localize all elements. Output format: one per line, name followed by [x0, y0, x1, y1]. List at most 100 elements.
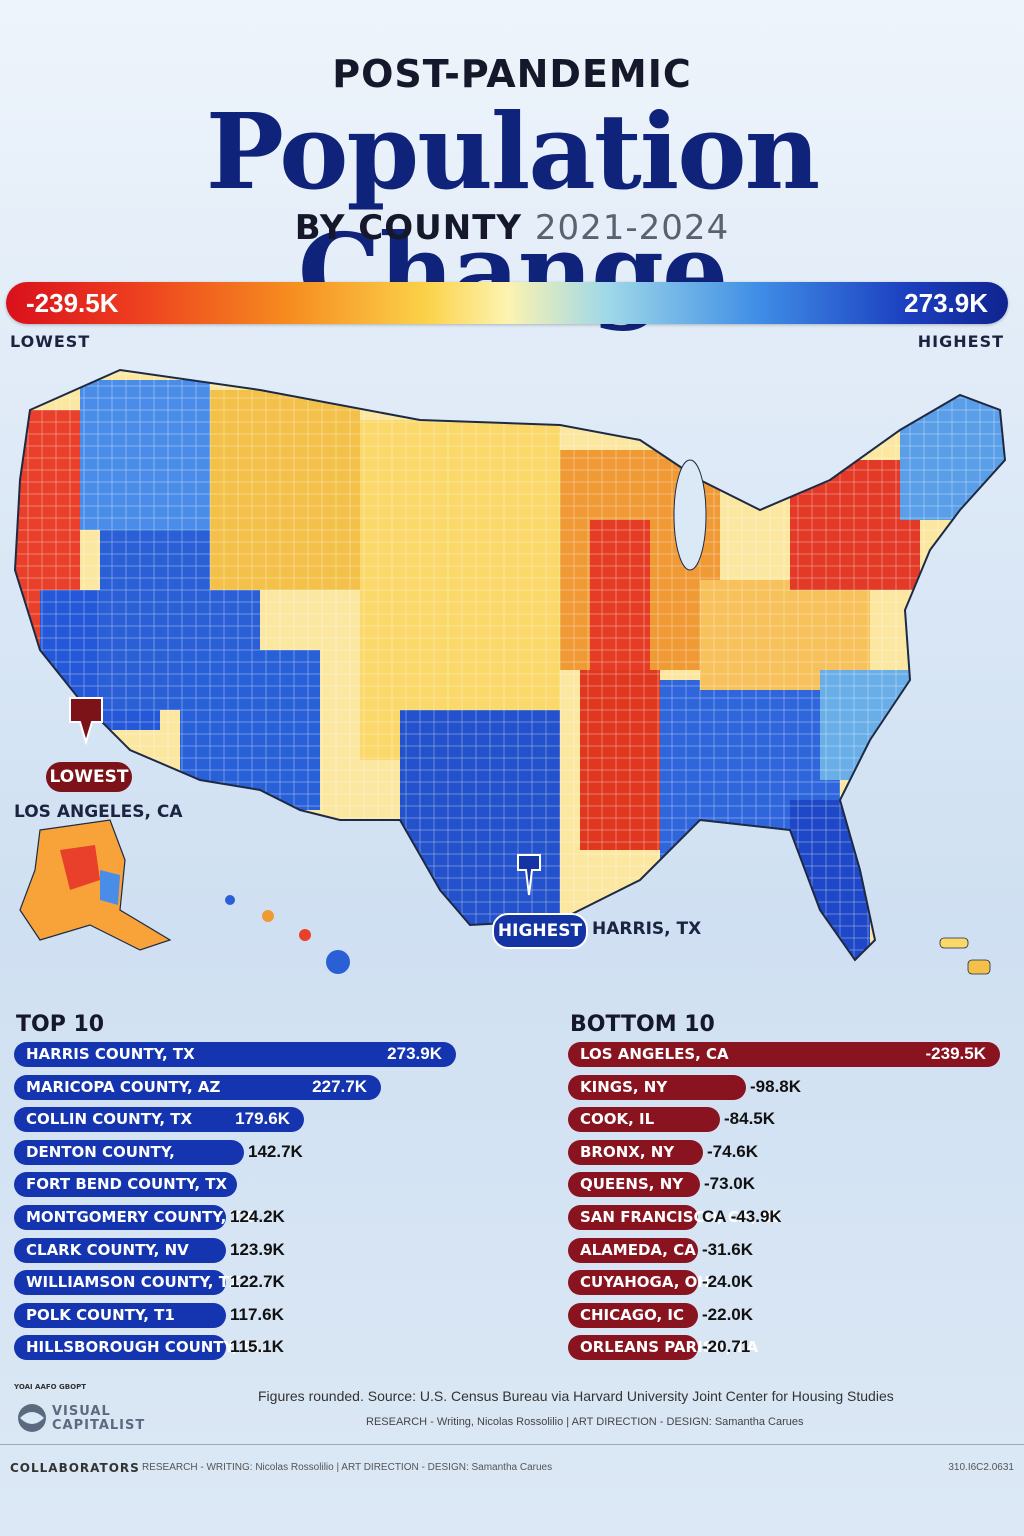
scale-min-value: -239.5K — [26, 288, 119, 318]
top-bar — [14, 1335, 226, 1361]
bot-list-row: ALAMEDA, CA -31.6K — [568, 1237, 1000, 1263]
bot-bar — [568, 1107, 720, 1133]
bot-list-row: SAN FRANCISCO, CA, E1 CA -43.9K — [568, 1205, 1000, 1230]
scale-min-label: LOWEST — [10, 332, 91, 351]
footer-code: 310.I6C2.0631 — [948, 1462, 1014, 1473]
research-credits: RESEARCH - Writing, Nicolas Rossolilio |… — [366, 1416, 804, 1428]
visual-capitalist-logo-icon — [18, 1404, 46, 1432]
county-name: CHICAGO, IC — [580, 1305, 685, 1324]
bot-bar — [568, 1237, 698, 1263]
alaska — [19, 819, 172, 951]
pretitle: POST-PANDEMIC — [332, 52, 692, 96]
county-value: 115.1K — [230, 1337, 284, 1357]
top-list-row: HILLSBOROUGH COUNTY, FL 115.1K — [14, 1335, 456, 1361]
county-name: ALAMEDA, CA — [580, 1240, 696, 1259]
top-bar — [14, 1107, 304, 1133]
bottom10-title: BOTTOM 10 — [570, 1012, 715, 1037]
bot-bar — [568, 1335, 698, 1361]
county-name: COLLIN COUNTY, TX — [26, 1110, 193, 1129]
county-value: -98.8K — [750, 1076, 802, 1096]
footer-divider — [0, 1444, 1024, 1445]
collaborators-label: COLLABORATORS — [10, 1461, 140, 1475]
great-lakes — [673, 459, 707, 571]
county-value: CA -43.9K — [702, 1207, 782, 1226]
subtitle-years: 2021-2024 — [534, 208, 730, 248]
county-name: MONTGOMERY COUNTY, TX — [26, 1208, 254, 1226]
county-name: HILLSBOROUGH COUNTY, FL — [26, 1338, 263, 1357]
scale-max-label: HIGHEST — [917, 332, 1004, 351]
top-bar — [14, 1042, 456, 1067]
highest-marker — [517, 854, 541, 896]
bot-list-row: CHICAGO, IC -22.0K — [568, 1302, 1000, 1328]
bot-list-row: LOS ANGELES, CA -239.5K — [568, 1042, 1000, 1067]
puerto-rico — [939, 937, 991, 975]
county-value: 117.6K — [230, 1304, 284, 1324]
top-list-row: POLK COUNTY, T1 117.6K — [14, 1302, 456, 1328]
county-value: 123.9K — [230, 1239, 285, 1259]
county-name: QUEENS, NY — [580, 1175, 684, 1194]
color-scale-bar: -239.5K 273.9K — [6, 282, 1008, 324]
county-name: COOK, IL — [580, 1110, 655, 1129]
logo-line-2: CAPITALIST — [52, 1418, 146, 1433]
highest-badge: HIGHEST — [492, 913, 588, 949]
bot-bar — [568, 1172, 700, 1198]
us-outline — [13, 368, 1007, 962]
top-bar — [14, 1074, 381, 1100]
hawaii — [225, 895, 350, 974]
bot-bar — [568, 1205, 698, 1230]
county-value: 179.6K — [235, 1109, 290, 1129]
bot-list-row: ORLEANS PARISH, LA -20.71 — [568, 1335, 1000, 1361]
county-name: DENTON COUNTY, — [26, 1142, 175, 1161]
top-list-row: CLARK COUNTY, NV 123.9K — [14, 1237, 456, 1263]
top-list-row: COLLIN COUNTY, TX 179.6K — [14, 1107, 456, 1133]
top-list-row: MONTGOMERY COUNTY, TX 124.2K — [14, 1205, 456, 1230]
county-value: -22.0K — [702, 1304, 754, 1324]
top-list-row: FORT BEND COUNTY, TX — [14, 1172, 456, 1198]
county-name: FORT BEND COUNTY, TX — [26, 1175, 228, 1194]
county-name: ORLEANS PARISH, LA — [580, 1338, 759, 1357]
county-name: SAN FRANCISCO, CA, E1 — [580, 1208, 783, 1226]
county-name: CUYAHOGA, OH — [580, 1273, 710, 1292]
county-name: LOS ANGELES, CA — [580, 1045, 729, 1063]
lowest-marker — [69, 697, 103, 746]
county-value: -84.5K — [724, 1109, 776, 1129]
county-name: CLARK COUNTY, NV — [26, 1240, 189, 1259]
top-list-row: HARRIS COUNTY, TX 273.9K — [14, 1042, 456, 1067]
top-bar — [14, 1205, 226, 1230]
county-name: MARICOPA COUNTY, AZ — [26, 1077, 221, 1096]
top-bar — [14, 1237, 226, 1263]
top-bar — [14, 1302, 226, 1328]
county-value: -31.6K — [702, 1239, 754, 1259]
county-value: -20.71 — [702, 1337, 751, 1357]
top-list-row: WILLIAMSON COUNTY, TX 122.7K — [14, 1270, 456, 1296]
bot-bar — [568, 1042, 1000, 1067]
bot-list-row: COOK, IL -84.5K — [568, 1107, 1000, 1133]
bot-list-row: KINGS, NY -98.8K — [568, 1074, 1000, 1100]
county-value: -73.0K — [704, 1174, 756, 1194]
bot-list-row: BRONX, NY -74.6K — [568, 1139, 1000, 1165]
top-list-row: DENTON COUNTY, 142.7K — [14, 1139, 456, 1165]
scale-max-value: 273.9K — [904, 288, 988, 318]
county-name: WILLIAMSON COUNTY, TX — [26, 1273, 241, 1292]
us-county-map — [13, 368, 1007, 975]
bot-bar — [568, 1139, 703, 1165]
contiguous-us — [15, 370, 1005, 960]
county-value: -239.5K — [925, 1044, 986, 1063]
top-bar — [14, 1172, 237, 1198]
county-value: 142.7K — [248, 1141, 303, 1161]
bot-bar — [568, 1074, 746, 1100]
county-value: 273.9K — [387, 1044, 442, 1063]
bot-bar — [568, 1302, 698, 1328]
source-note: Figures rounded. Source: U.S. Census Bur… — [258, 1388, 894, 1404]
subtitle-text: BY COUNTY — [294, 208, 523, 248]
county-name: POLK COUNTY, T1 — [26, 1305, 175, 1324]
logo-line-1: VISUAL — [52, 1404, 111, 1419]
collaborators-credits: RESEARCH - WRITING: Nicolas Rossolilio |… — [142, 1462, 553, 1473]
top10-title: TOP 10 — [16, 1012, 105, 1037]
bot-list-row: QUEENS, NY -73.0K — [568, 1172, 1000, 1198]
county-value: 122.7K — [230, 1272, 285, 1292]
county-name: KINGS, NY — [580, 1077, 668, 1096]
lowest-badge: LOWEST — [46, 762, 132, 792]
bot-bar — [568, 1270, 698, 1296]
county-value: 124.2K — [230, 1207, 285, 1226]
